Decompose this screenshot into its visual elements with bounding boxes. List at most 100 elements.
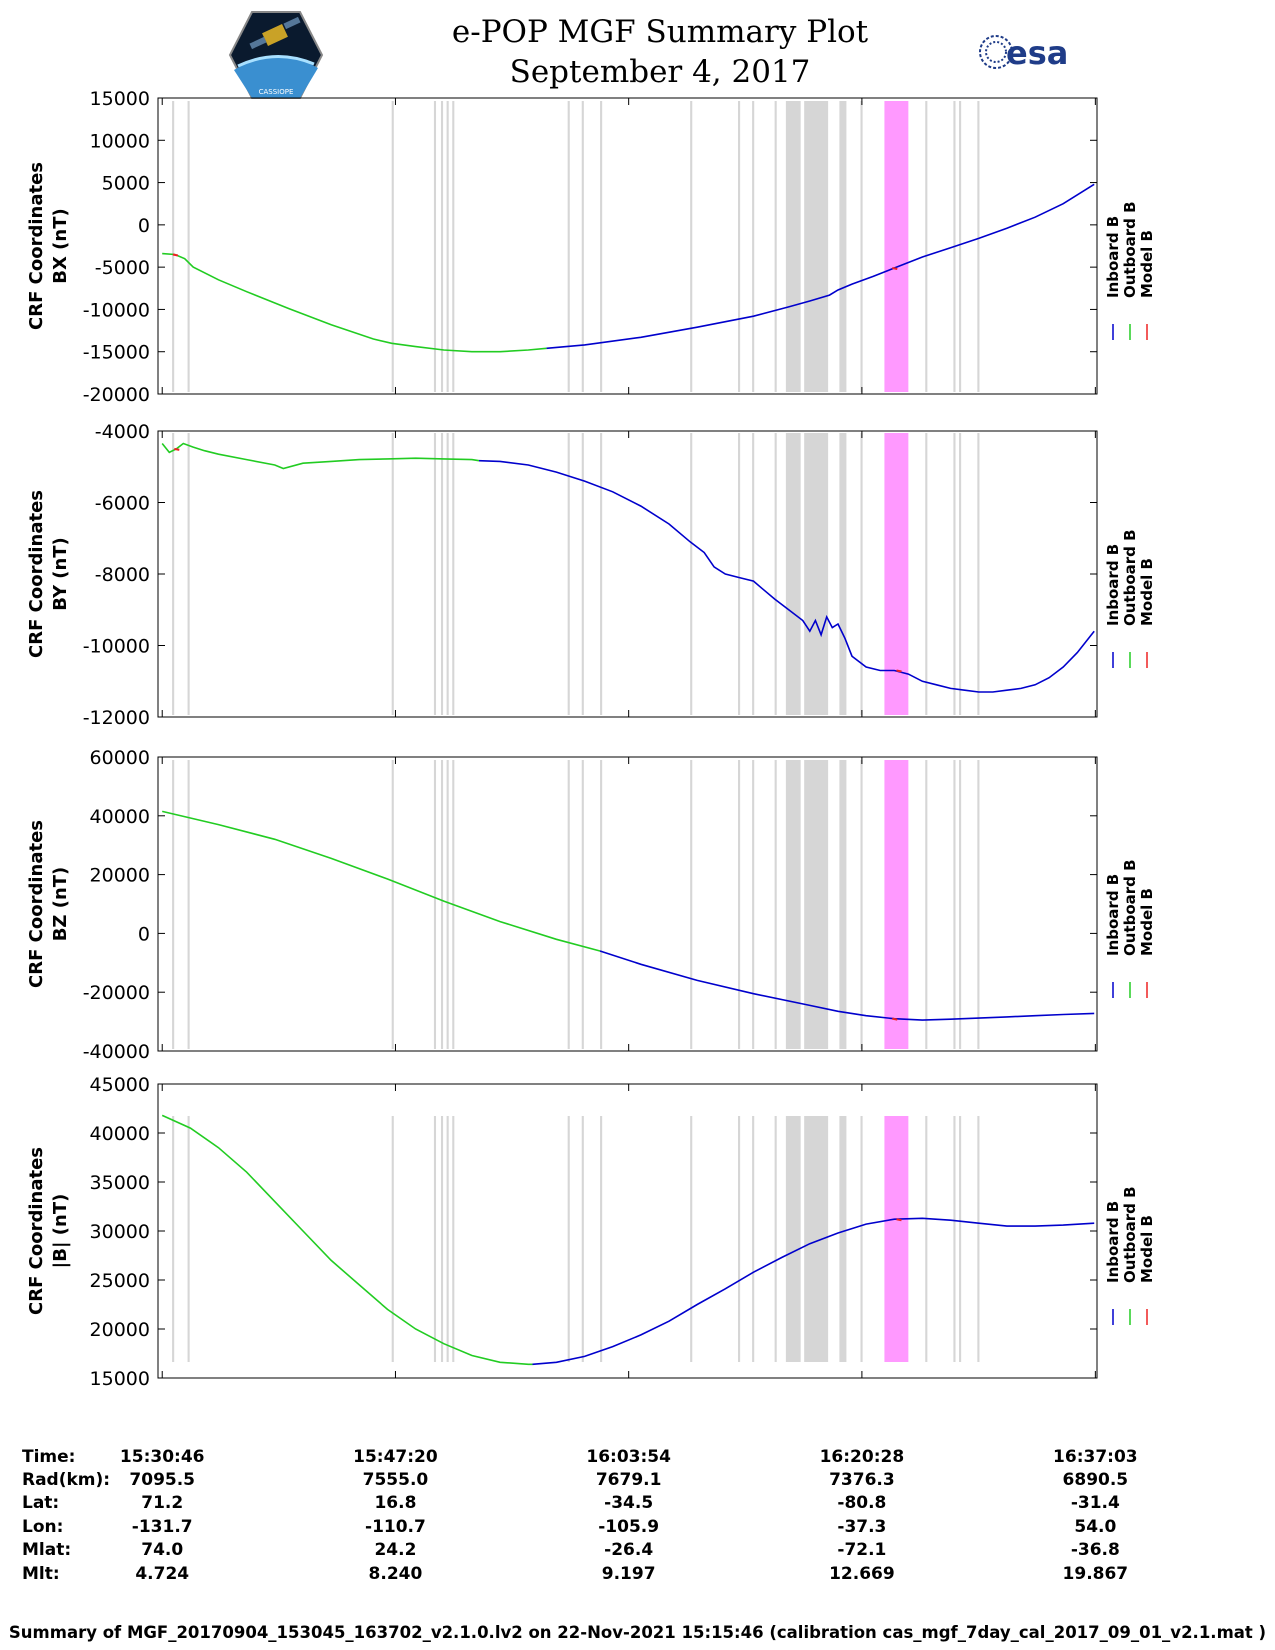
- gap-band: [567, 760, 570, 1049]
- gap-band: [187, 1116, 190, 1362]
- legend-label-model: Model B: [1138, 558, 1156, 626]
- gap-band: [959, 1116, 962, 1362]
- panel-frame: [157, 756, 1098, 1052]
- gap-band: [977, 433, 980, 715]
- gap-band: [187, 760, 190, 1049]
- gap-band: [738, 101, 741, 392]
- gap-band: [433, 101, 437, 392]
- gap-band: [446, 1116, 449, 1362]
- gap-band: [860, 1116, 863, 1362]
- y-axis-unit-label: BX (nT): [50, 208, 71, 283]
- y-axis-label: CRF Coordinates: [26, 162, 47, 330]
- gap-band: [452, 101, 455, 392]
- orbit-row-label: Lon:: [22, 1517, 64, 1537]
- orbit-row-label: Lat:: [22, 1493, 60, 1513]
- legend-label-inboard: Inboard B: [1104, 874, 1122, 956]
- gap-band: [785, 433, 801, 715]
- gap-band: [752, 1116, 755, 1362]
- gap-band: [433, 433, 437, 715]
- orbit-cell: 15:47:20: [353, 1447, 438, 1467]
- gap-band: [804, 1116, 829, 1362]
- orbit-row-label: Mlat:: [22, 1540, 72, 1560]
- y-tick-label: 10000: [90, 130, 150, 152]
- gap-band: [452, 433, 455, 715]
- y-tick-label: 60000: [90, 747, 150, 769]
- gap-band: [752, 760, 755, 1049]
- gap-band: [391, 433, 394, 715]
- gap-band: [953, 1116, 956, 1362]
- series-mark-model: [174, 447, 180, 451]
- gap-band: [567, 433, 570, 715]
- gap-band: [187, 433, 190, 715]
- orbit-row-label: Rad(km):: [22, 1470, 111, 1490]
- title-line-2: September 4, 2017: [509, 54, 811, 90]
- legend-label-model: Model B: [1138, 1215, 1156, 1283]
- gap-band: [581, 1116, 584, 1362]
- orbit-cell: -110.7: [365, 1517, 426, 1537]
- gap-band: [446, 101, 449, 392]
- orbit-cell: 15:30:46: [119, 1447, 205, 1467]
- orbit-cell: 7376.3: [829, 1470, 895, 1490]
- orbit-cell: 16.8: [374, 1493, 417, 1513]
- y-tick-label: 20000: [90, 865, 150, 887]
- y-tick-label: 20000: [90, 1319, 150, 1341]
- gap-band: [581, 433, 584, 715]
- gap-band: [752, 101, 755, 392]
- gap-band: [953, 433, 956, 715]
- orbit-cell: 7555.0: [362, 1470, 429, 1490]
- gap-band: [953, 760, 956, 1049]
- legend-label-model: Model B: [1138, 888, 1156, 956]
- mgf-summary-chart: 15000 10000 5000 0 -5000 -10000 -15000 -20000 CR…: [26, 88, 1156, 1390]
- gap-band: [959, 101, 962, 392]
- gap-band: [440, 433, 444, 715]
- series-line-outboard: [161, 442, 480, 470]
- plot-title: e-POP MGF Summary Plot September 4, 2017: [380, 12, 940, 92]
- orbit-cell: 16:20:28: [819, 1447, 905, 1467]
- footer-caption: Summary of MGF_20170904_153045_163702_v2…: [8, 1623, 1267, 1642]
- orbit-cell: -26.4: [604, 1540, 654, 1560]
- gap-band: [839, 433, 847, 715]
- series-line-inboard: [599, 950, 1095, 1021]
- series-line-inboard: [546, 183, 1095, 350]
- gap-band: [804, 101, 829, 392]
- y-tick-label: -4000: [95, 421, 150, 443]
- orbit-cell: -31.4: [1070, 1493, 1120, 1513]
- orbit-cell: 71.2: [141, 1493, 184, 1513]
- highlight-band: [884, 760, 909, 1049]
- esa-logo: esa: [979, 34, 1068, 72]
- y-tick-label: 40000: [90, 806, 150, 828]
- gap-band: [977, 101, 980, 392]
- gap-band: [391, 760, 394, 1049]
- orbit-cell: -131.7: [131, 1517, 193, 1537]
- y-tick-label: 0: [138, 923, 150, 945]
- gap-band: [839, 101, 847, 392]
- y-tick-label: -10000: [83, 636, 150, 658]
- gap-band: [959, 760, 962, 1049]
- series-mark-model: [896, 669, 902, 673]
- orbit-cell: 19.867: [1062, 1564, 1129, 1584]
- gap-band: [785, 101, 801, 392]
- gap-band: [860, 101, 863, 392]
- orbit-cell: -72.1: [837, 1540, 887, 1560]
- gap-band: [925, 760, 928, 1049]
- y-tick-label: 30000: [90, 1221, 150, 1243]
- y-axis-label: CRF Coordinates: [26, 1147, 47, 1315]
- gap-band: [860, 760, 863, 1049]
- gap-band: [785, 760, 801, 1049]
- highlight-band: [884, 101, 909, 392]
- y-tick-label: -10000: [83, 299, 150, 321]
- gap-band: [752, 433, 755, 715]
- y-tick-label: 35000: [90, 1172, 150, 1194]
- gap-band: [581, 760, 584, 1049]
- panel-frame: [157, 97, 1098, 395]
- highlight-band: [884, 433, 909, 715]
- gap-band: [446, 760, 449, 1049]
- y-tick-label: -5000: [95, 257, 150, 279]
- legend-label-inboard: Inboard B: [1104, 216, 1122, 298]
- y-axis-unit-label: BY (nT): [50, 537, 71, 611]
- gap-band: [785, 1116, 801, 1362]
- gap-band: [433, 760, 437, 1049]
- gap-band: [172, 433, 175, 715]
- gap-band: [774, 101, 777, 392]
- gap-band: [600, 101, 603, 392]
